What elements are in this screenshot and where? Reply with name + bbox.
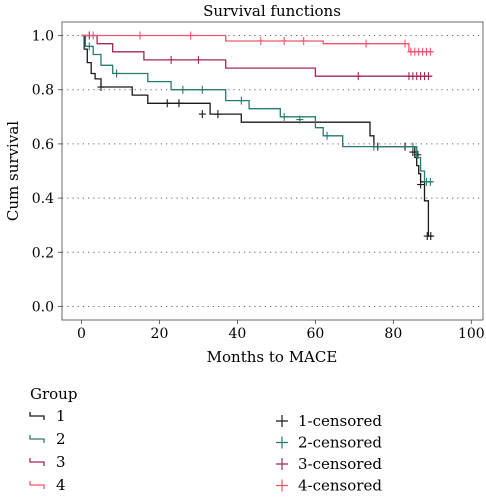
legend-title: Group: [30, 385, 77, 403]
censor-mark-2: [370, 142, 378, 151]
chart-title: Survival functions: [203, 2, 341, 20]
censor-mark-2: [280, 112, 288, 121]
legend-series-label: 2: [56, 430, 66, 448]
censor-mark-2: [323, 131, 331, 140]
series-line-4: [81, 34, 433, 53]
legend-series-label: 4: [56, 476, 66, 494]
y-axis-label: Cum survival: [4, 121, 22, 221]
y-tick-label: 0.4: [32, 191, 54, 207]
x-tick-label: 20: [151, 326, 169, 342]
censor-mark-4: [187, 31, 195, 40]
censor-mark-4: [362, 39, 370, 48]
censor-mark-1: [163, 99, 171, 108]
censor-mark-1: [214, 110, 222, 119]
censor-mark-4: [89, 31, 97, 40]
legend: 1 1-censored 2 2-censored 3 3-censored 4 4-cens…: [29, 407, 382, 495]
censor-mark-3: [194, 55, 202, 64]
legend-series-label: 3: [56, 453, 66, 471]
series-group-2: [81, 34, 434, 186]
x-axis-label: Months to MACE: [207, 348, 338, 366]
censor-mark-2: [198, 85, 206, 94]
x-tick-label: 100: [458, 326, 485, 342]
censor-mark-2: [113, 69, 121, 78]
series-group-4: [81, 31, 434, 56]
legend-censored-label: 3-censored: [298, 455, 382, 473]
censor-mark-1: [175, 99, 183, 108]
legend-censored-label: 2-censored: [298, 434, 382, 452]
censor-mark-3: [167, 55, 175, 64]
censor-mark-1: [198, 110, 206, 119]
series-line-3: [81, 34, 433, 77]
censor-mark-4: [426, 47, 434, 56]
y-tick-label: 1.0: [32, 29, 54, 45]
censor-mark-2: [296, 115, 304, 124]
censor-mark-2: [85, 42, 93, 51]
legend-censored-label: 4-censored: [298, 477, 382, 495]
legend-series-label: 1: [56, 407, 66, 425]
plot-frame: [61, 21, 484, 321]
legend-censor-swatch-3: [276, 458, 288, 470]
censor-mark-2: [409, 142, 417, 151]
x-tick-label: 60: [306, 326, 324, 342]
legend-line-swatch-1: [29, 412, 45, 420]
series-line-1: [81, 34, 433, 237]
censor-mark-4: [257, 36, 265, 45]
legend-line-swatch-4: [29, 481, 45, 489]
legend-line-swatch-2: [29, 435, 45, 443]
censor-mark-2: [237, 96, 245, 105]
series-group-1: [81, 34, 435, 241]
y-tick-label: 0.8: [32, 83, 54, 99]
censor-mark-4: [136, 31, 144, 40]
censor-mark-2: [426, 177, 434, 186]
y-tick-label: 0.0: [32, 299, 54, 315]
legend-censor-swatch-1: [276, 415, 288, 427]
y-tick-label: 0.6: [32, 137, 54, 153]
series-line-2: [81, 34, 433, 183]
legend-line-swatch-3: [29, 458, 45, 466]
censor-mark-1: [97, 83, 105, 92]
censor-mark-3: [354, 72, 362, 81]
censor-mark-4: [280, 36, 288, 45]
censor-mark-1: [427, 232, 435, 241]
censor-mark-2: [179, 85, 187, 94]
series-group-3: [81, 31, 433, 81]
y-tick-label: 0.2: [32, 245, 54, 261]
series-layer: [81, 31, 435, 241]
legend-censor-swatch-4: [276, 479, 288, 492]
legend-censored-label: 1-censored: [298, 412, 382, 430]
censor-mark-4: [401, 39, 409, 48]
censor-mark-4: [300, 36, 308, 45]
censor-mark-3: [424, 72, 432, 81]
x-tick-label: 80: [384, 326, 402, 342]
x-tick-label: 40: [229, 326, 247, 342]
censor-mark-1: [417, 180, 425, 189]
x-tick-label: 0: [77, 326, 86, 342]
legend-censor-swatch-2: [276, 436, 288, 449]
axis-ticks: 0.0 0.2 0.4 0.6 0.8 1.0 0 20 40 60 80 100: [32, 29, 485, 342]
